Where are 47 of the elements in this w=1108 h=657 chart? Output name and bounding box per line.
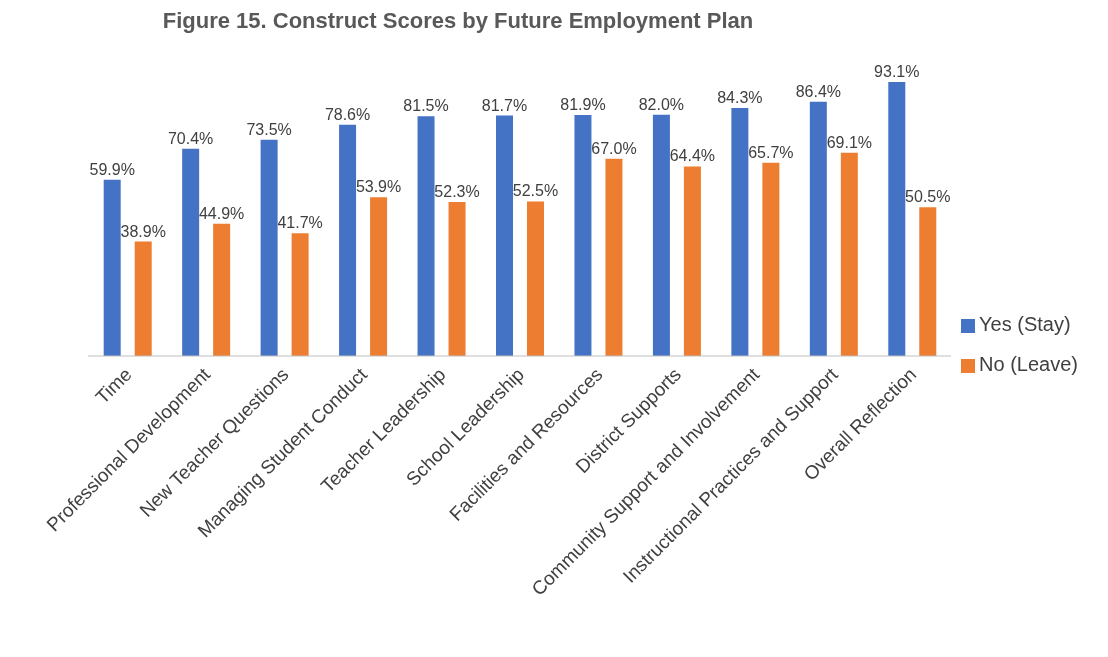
data-label: 59.9% xyxy=(89,160,135,178)
bar xyxy=(809,101,827,356)
bar xyxy=(683,166,701,356)
bar xyxy=(103,179,121,356)
bar xyxy=(495,115,513,356)
data-label: 53.9% xyxy=(355,178,402,196)
data-label: 65.7% xyxy=(748,143,794,161)
bar xyxy=(448,202,466,356)
data-label: 70.4% xyxy=(167,129,214,147)
data-label: 52.5% xyxy=(512,182,559,200)
data-label: 41.7% xyxy=(277,214,323,232)
data-label: 84.3% xyxy=(717,88,763,106)
data-label: 86.4% xyxy=(795,82,842,100)
data-label: 44.9% xyxy=(198,204,245,222)
data-label: 64.4% xyxy=(669,147,716,165)
bar xyxy=(339,124,357,356)
data-label: 73.5% xyxy=(246,120,292,138)
bar xyxy=(840,152,858,356)
bar xyxy=(919,207,937,356)
bar xyxy=(182,148,200,356)
bar xyxy=(260,139,278,356)
data-label: 81.5% xyxy=(403,97,449,115)
bar xyxy=(652,114,670,356)
data-label: 52.3% xyxy=(434,183,480,201)
bar xyxy=(605,158,623,356)
bar xyxy=(213,223,231,356)
data-label: 93.1% xyxy=(874,63,920,80)
data-label: 50.5% xyxy=(905,188,951,206)
bar xyxy=(417,116,435,356)
data-label: 82.0% xyxy=(638,95,685,113)
data-label: 81.7% xyxy=(481,96,528,114)
legend-label: No (Leave) xyxy=(979,353,1078,375)
bar xyxy=(731,107,749,356)
bar xyxy=(370,197,388,356)
bar xyxy=(526,201,544,356)
data-label: 69.1% xyxy=(826,133,873,151)
bar xyxy=(134,241,152,356)
legend-label: Yes (Stay) xyxy=(979,313,1071,335)
bar xyxy=(291,233,309,356)
chart-title: Figure 15. Construct Scores by Future Employment Plan xyxy=(161,8,755,35)
bar xyxy=(888,82,906,356)
bar xyxy=(762,162,780,356)
data-label: 81.9% xyxy=(560,95,606,113)
data-label: 38.9% xyxy=(120,222,166,240)
data-label: 78.6% xyxy=(324,105,371,123)
bar xyxy=(574,114,592,356)
data-label: 67.0% xyxy=(591,139,637,157)
